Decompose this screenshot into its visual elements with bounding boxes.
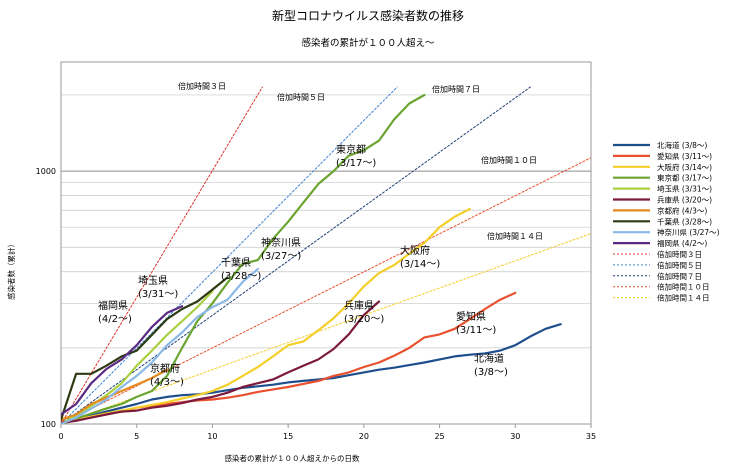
series-annotation-6: 京都府(4/3～) bbox=[150, 362, 184, 388]
series-line-2 bbox=[61, 207, 471, 424]
series-annotation-1: 愛知県(3/11～) bbox=[456, 310, 496, 336]
legend: 北海道 (3/8～)愛知県 (3/11～)大阪府 (3/14～)東京都 (3/1… bbox=[613, 140, 720, 303]
series-layer bbox=[61, 86, 591, 424]
legend-item: 神奈川県 (3/27～) bbox=[657, 227, 720, 237]
series-line-10 bbox=[61, 86, 263, 424]
labels-layer: 北海道(3/8～) 愛知県(3/11～) 大阪府(3/14～) 東京都(3/17～) 埼… bbox=[98, 81, 543, 388]
series-annotation-10: 倍加時間３日 bbox=[178, 81, 226, 91]
series-line-5 bbox=[61, 300, 381, 424]
series-annotation-3: 東京都(3/17～) bbox=[336, 143, 376, 169]
series-annotation-12: 倍加時間７日 bbox=[432, 84, 480, 94]
x-tick-label: 25 bbox=[434, 432, 444, 441]
legend-item: 倍加時間５日 bbox=[657, 260, 702, 270]
series-line-0 bbox=[61, 323, 562, 424]
legend-item: 東京都 (3/17～) bbox=[657, 173, 712, 183]
series-line-9 bbox=[61, 305, 184, 416]
y-axis-label: 感染者数（累計） bbox=[6, 240, 16, 300]
prefecture-lines bbox=[61, 93, 562, 424]
legend-item: 倍加時間１０日 bbox=[657, 282, 710, 292]
series-line-12 bbox=[61, 86, 531, 424]
series-annotation-4: 埼玉県(3/31～) bbox=[138, 274, 178, 300]
series-annotation-0: 北海道(3/8～) bbox=[474, 352, 508, 378]
y-tick-label: 1000 bbox=[36, 167, 56, 176]
ticks-layer: 0 5 10 15 20 25 30 35 100 1000 bbox=[36, 167, 596, 441]
series-annotation-5: 兵庫県(3/20～) bbox=[344, 299, 384, 325]
series-annotation-14: 倍加時間１４日 bbox=[487, 231, 543, 241]
legend-item: 京都府 (4/3～) bbox=[657, 205, 707, 215]
x-tick-label: 10 bbox=[207, 432, 217, 441]
doubling-lines bbox=[61, 86, 591, 424]
plot-frame bbox=[60, 61, 592, 425]
series-annotation-11: 倍加時間５日 bbox=[277, 92, 325, 102]
x-axis-label: 感染者の累計が１００人超えからの日数 bbox=[225, 453, 360, 463]
plot-grid bbox=[61, 94, 591, 425]
series-line-3 bbox=[61, 93, 426, 424]
legend-item: 福岡県 (4/2～) bbox=[657, 239, 707, 248]
x-tick-label: 0 bbox=[58, 432, 63, 441]
legend-item: 倍加時間１４日 bbox=[657, 293, 710, 303]
x-tick-label: 30 bbox=[510, 432, 520, 441]
series-line-13 bbox=[61, 157, 591, 424]
series-line-7 bbox=[61, 276, 229, 421]
series-annotation-8: 神奈川県(3/27～) bbox=[261, 236, 301, 262]
series-line-4 bbox=[61, 290, 214, 424]
series-annotation-2: 大阪府(3/14～) bbox=[400, 244, 440, 270]
legend-item: 倍加時間３日 bbox=[657, 249, 702, 259]
legend-item: 倍加時間７日 bbox=[657, 271, 702, 281]
y-tick-label: 100 bbox=[41, 420, 56, 429]
legend-item: 埼玉県 (3/31～) bbox=[657, 184, 712, 194]
x-tick-label: 5 bbox=[134, 432, 139, 441]
series-line-8 bbox=[61, 267, 259, 424]
x-tick-label: 35 bbox=[586, 432, 596, 441]
legend-item: 大阪府 (3/14～) bbox=[657, 162, 712, 172]
series-annotation-13: 倍加時間１０日 bbox=[481, 155, 537, 165]
x-tick-label: 20 bbox=[359, 432, 369, 441]
legend-item: 愛知県 (3/11～) bbox=[657, 151, 712, 161]
chart-subtitle: 感染者の累計が１００人超え〜 bbox=[301, 37, 435, 49]
legend-item: 兵庫県 (3/20～) bbox=[657, 195, 712, 205]
series-line-11 bbox=[61, 86, 398, 424]
legend-item: 北海道 (3/8～) bbox=[657, 140, 707, 150]
legend-item: 千葉県 (3/28～) bbox=[657, 216, 712, 226]
series-annotation-9: 福岡県(4/2～) bbox=[98, 299, 132, 325]
x-tick-label: 15 bbox=[283, 432, 293, 441]
series-annotation-7: 千葉県(3/28～) bbox=[221, 256, 261, 282]
chart-title: 新型コロナウイルス感染者数の推移 bbox=[272, 8, 464, 23]
